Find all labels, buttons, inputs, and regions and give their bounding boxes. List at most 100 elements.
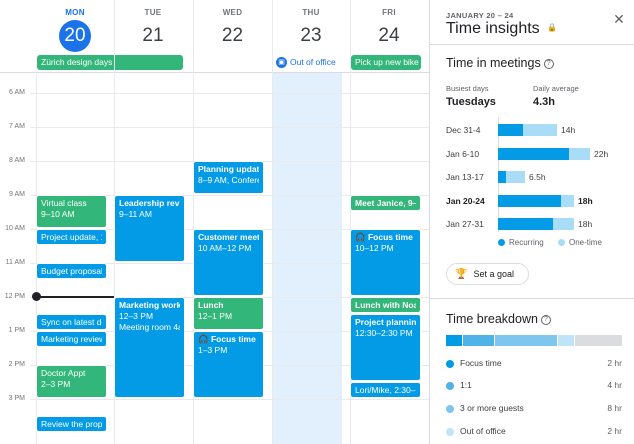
event-focus-time-wed[interactable]: 🎧 Focus time 1–3 PM [193, 331, 264, 398]
breakdown-row-out-of-office[interactable]: Out of office 2 hr [446, 426, 622, 440]
hour-label: 6 AM [9, 89, 25, 96]
recurring-swatch [498, 239, 505, 246]
event-lori-mike[interactable]: Lori/Mike, 2:30– [350, 382, 421, 398]
event-marketing-review[interactable]: Marketing review [36, 331, 107, 347]
week-label: Jan 27-31 [446, 219, 484, 229]
event-title: Customer meetin [198, 232, 259, 242]
breakdown-segment [462, 335, 494, 346]
day-header-tue[interactable]: TUE 21 [114, 0, 192, 50]
event-customer-meeting[interactable]: Customer meetin 10 AM–12 PM [193, 229, 264, 296]
day-number[interactable]: 21 [142, 25, 164, 46]
out-of-office-column [272, 72, 342, 444]
event-time: 2–3 PM [41, 379, 71, 389]
day-header-thu[interactable]: THU 23 [272, 0, 350, 50]
event-title-text: Focus time [210, 334, 256, 344]
legend-recurring: Recurring [498, 238, 544, 247]
event-planning-update[interactable]: Planning update 8–9 AM, Confere [193, 161, 264, 194]
hour-label: 8 AM [9, 157, 25, 164]
event-title: Budget proposal [41, 266, 102, 276]
event-virtual-class[interactable]: Virtual class 9–10 AM [36, 195, 107, 228]
close-icon[interactable]: ✕ [613, 11, 625, 27]
event-focus-time-fri[interactable]: 🎧 Focus time 10–12 PM [350, 229, 421, 296]
trophy-icon: 🏆 [455, 268, 468, 280]
daily-average-label: Daily average [533, 84, 579, 93]
event-time: 9–10 AM [41, 209, 75, 219]
event-time: 8–9 AM, Confere [198, 175, 259, 185]
day-number[interactable]: 22 [221, 25, 244, 46]
breakdown-title-text: Time breakdown [446, 312, 538, 326]
event-time: 9–11 AM [119, 209, 152, 219]
event-title-text: Focus time [367, 232, 413, 242]
event-title: Planning update [198, 164, 259, 174]
breakdown-row-one-on-one[interactable]: 1:1 4 hr [446, 380, 622, 394]
day-name: TUE [144, 8, 162, 17]
hour-line [30, 399, 429, 400]
meetings-section-title: Time in meetings? [446, 56, 554, 70]
day-header-mon[interactable]: MON 20 [36, 0, 114, 52]
divider [430, 44, 634, 45]
all-day-event-pickup[interactable]: Pick up new bike [351, 55, 421, 70]
event-time: 12–3 PM [119, 311, 154, 321]
time-insights-panel: JANUARY 20 – 24 ✕ Time insights 🔒 Time i… [429, 0, 634, 444]
hour-line [30, 93, 429, 94]
event-sync[interactable]: Sync on latest de [36, 314, 107, 330]
event-project-planning[interactable]: Project planning 12:30–2:30 PM [350, 314, 421, 381]
legend-one-time: One-time [558, 238, 602, 247]
day-number[interactable]: 23 [300, 25, 322, 46]
event-lunch-with-noah[interactable]: Lunch with Noah [350, 297, 421, 313]
bar-total: 22h [594, 149, 609, 159]
event-title: 🎧 Focus time [198, 334, 259, 345]
event-lunch[interactable]: Lunch 12–1 PM [193, 297, 264, 330]
hour-line [30, 195, 429, 196]
event-time: 10–12 PM [355, 243, 394, 253]
bar-total: 18h [578, 219, 593, 229]
breakdown-row-guests[interactable]: 3 or more guests 8 hr [446, 403, 622, 417]
headphones-icon: 🎧 [355, 232, 366, 242]
event-meet-janice[interactable]: Meet Janice, 9– [350, 195, 421, 211]
set-goal-button[interactable]: 🏆 Set a goal [446, 263, 529, 285]
bar-total: 18h [578, 196, 593, 206]
breakdown-value: 8 hr [607, 403, 622, 413]
day-header-fri[interactable]: FRI 24 [350, 0, 428, 50]
hour-label: 3 PM [8, 395, 25, 402]
event-project-update[interactable]: Project update, 1 [36, 229, 107, 245]
day-number[interactable]: 24 [378, 25, 400, 46]
date-range: JANUARY 20 – 24 [446, 11, 514, 20]
all-day-event-zurich[interactable]: Zürich design days [37, 55, 183, 70]
out-of-office-swatch [446, 428, 454, 436]
help-icon[interactable]: ? [543, 58, 554, 69]
breakdown-stacked-bar [446, 335, 622, 346]
event-title: Lunch with Noah [355, 300, 416, 310]
busiest-days-label: Busiest days [446, 84, 489, 93]
event-budget-proposal[interactable]: Budget proposal [36, 263, 107, 279]
hour-label: 1 PM [8, 327, 25, 334]
event-time: 12–1 PM [198, 311, 233, 321]
event-title: Doctor Appt [41, 368, 86, 378]
out-of-office-chip[interactable]: ▣ Out of office [276, 54, 336, 70]
day-number[interactable]: 20 [59, 20, 91, 52]
breakdown-row-focus[interactable]: Focus time 2 hr [446, 358, 622, 372]
event-review-proposal[interactable]: Review the propo [36, 416, 107, 432]
event-title: Leadership revie [119, 198, 180, 208]
event-time: 12:30–2:30 PM [355, 328, 413, 338]
bar-one-time [553, 218, 574, 230]
bar-recurring [498, 124, 523, 136]
calendar-off-icon: ▣ [276, 56, 287, 68]
breakdown-value: 4 hr [607, 380, 622, 390]
event-leadership-review[interactable]: Leadership revie 9–11 AM [114, 195, 185, 262]
week-label: Jan 13-17 [446, 172, 484, 182]
event-title: Lori/Mike, 2:30– [355, 385, 416, 395]
event-title: Project update, 1 [41, 232, 102, 242]
event-location: Meeting room 4a [119, 322, 180, 332]
event-marketing-workshop[interactable]: Marketing works 12–3 PM Meeting room 4a [114, 297, 185, 398]
breakdown-segment-remaining [575, 335, 622, 346]
bar-one-time [561, 195, 574, 207]
bar-recurring [498, 148, 569, 160]
event-title: Review the propo [41, 419, 102, 429]
event-doctor-appt[interactable]: Doctor Appt 2–3 PM [36, 365, 107, 398]
event-title: Lunch [198, 300, 224, 310]
guests-swatch [446, 405, 454, 413]
help-icon[interactable]: ? [540, 314, 551, 325]
event-title: Marketing review [41, 334, 102, 344]
day-header-wed[interactable]: WED 22 [193, 0, 272, 50]
